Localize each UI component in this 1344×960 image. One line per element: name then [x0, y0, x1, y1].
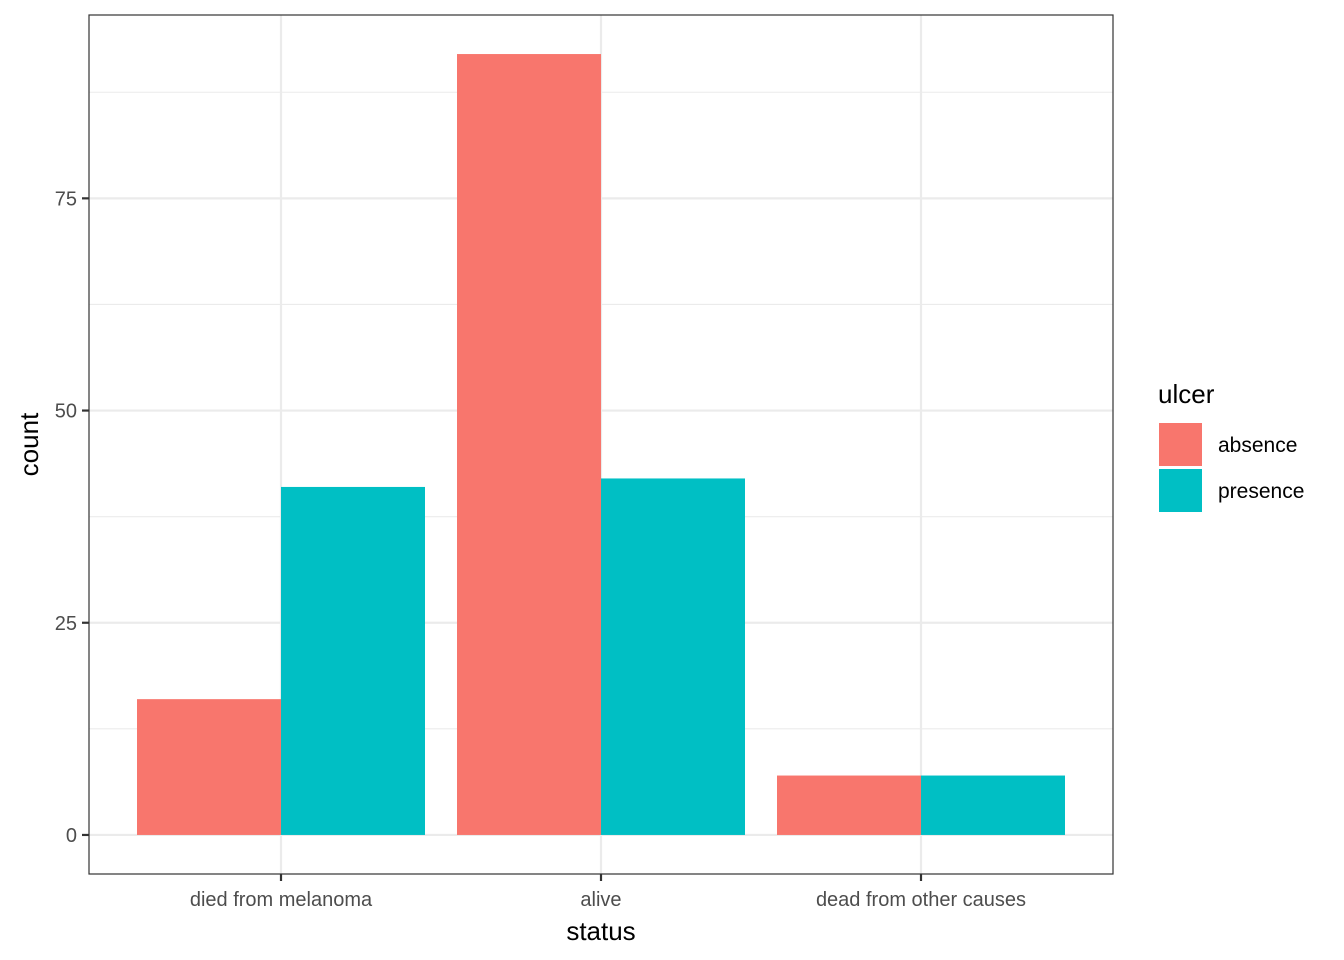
bar	[921, 775, 1065, 835]
legend-label: presence	[1218, 480, 1304, 503]
legend-title: ulcer	[1158, 379, 1215, 409]
y-tick-label: 0	[66, 825, 77, 847]
x-tick-label: alive	[580, 889, 621, 911]
x-tick-label: dead from other causes	[816, 889, 1026, 911]
bar	[777, 775, 921, 835]
bars	[137, 54, 1065, 835]
legend-key	[1159, 423, 1202, 466]
y-axis: 0 25 50 75	[55, 188, 89, 847]
y-tick-label: 75	[55, 188, 77, 210]
y-axis-title: count	[14, 412, 44, 476]
legend: ulcer absence presence	[1158, 379, 1304, 512]
y-tick-label: 25	[55, 613, 77, 635]
bar	[281, 486, 425, 835]
legend-label: absence	[1218, 434, 1297, 457]
legend-key	[1159, 469, 1202, 512]
x-axis-title: status	[566, 916, 635, 946]
legend-items: absence presence	[1159, 423, 1304, 512]
x-tick-label: died from melanoma	[190, 889, 373, 911]
y-tick-label: 50	[55, 401, 77, 423]
x-axis: died from melanoma alive dead from other c…	[190, 874, 1026, 911]
bar	[457, 54, 601, 835]
bar	[137, 699, 281, 835]
bar	[601, 478, 745, 835]
